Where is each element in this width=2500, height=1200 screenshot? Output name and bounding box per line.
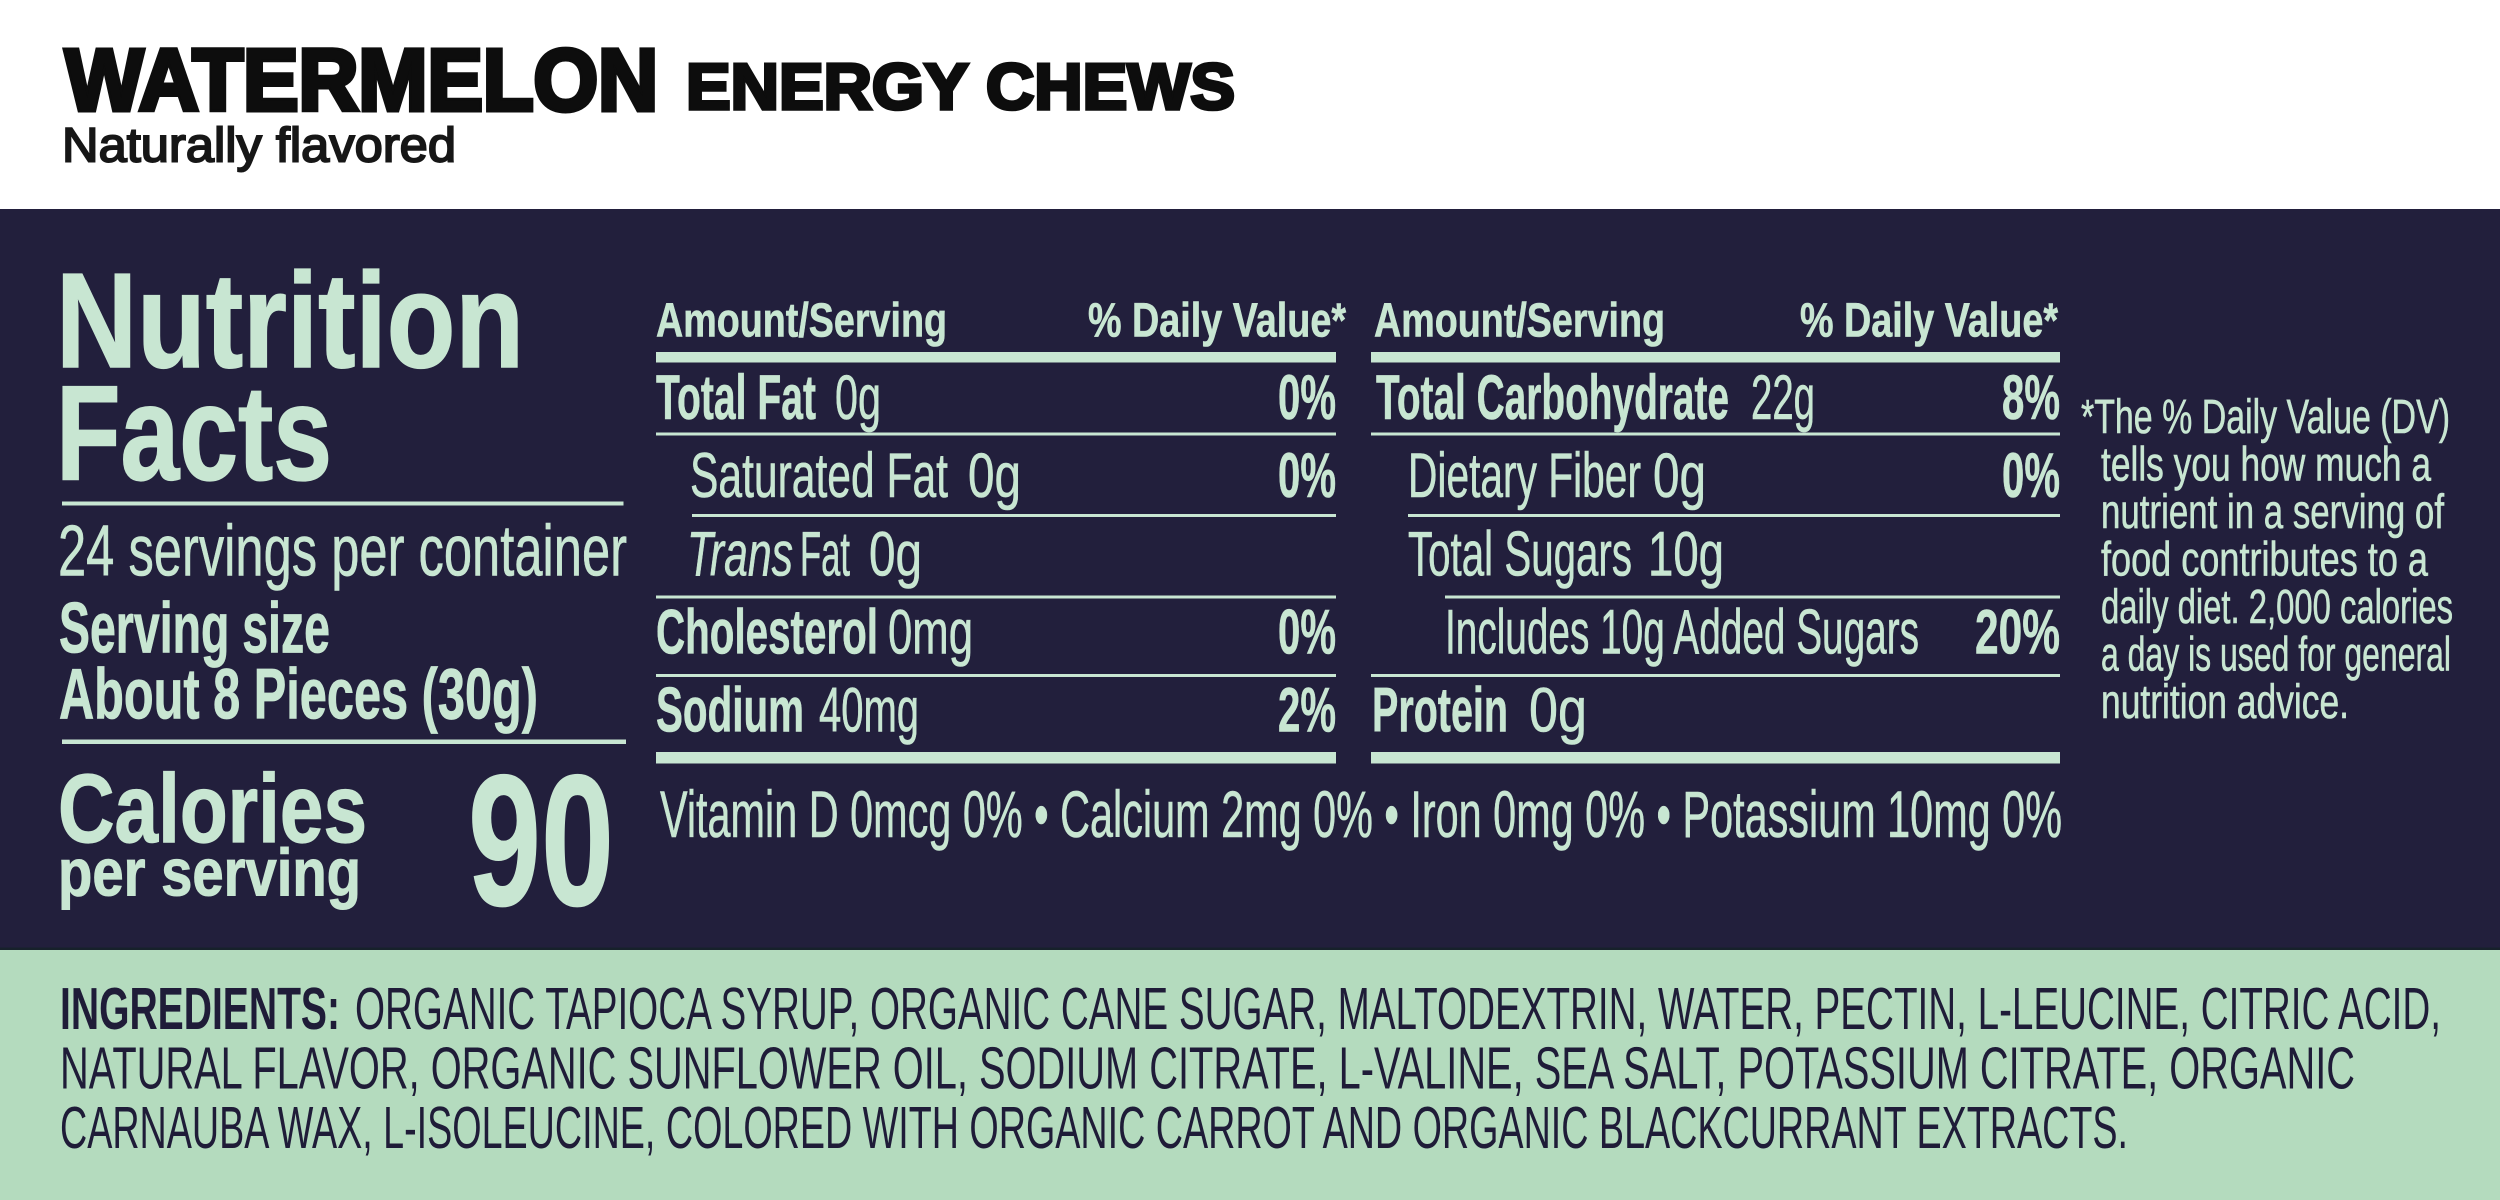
svg-text:Trans: Trans [687, 520, 793, 590]
svg-text:8%: 8% [2002, 363, 2060, 433]
svg-text:Sodium: Sodium [656, 676, 804, 746]
svg-text:0g: 0g [1529, 676, 1587, 746]
svg-text:Dietary Fiber: Dietary Fiber [1408, 441, 1641, 511]
svg-text:24 servings per container: 24 servings per container [58, 512, 627, 592]
svg-text:0%: 0% [1278, 363, 1336, 433]
svg-text:0g: 0g [968, 441, 1021, 511]
svg-text:0g: 0g [1653, 441, 1706, 511]
svg-text:20%: 20% [1975, 598, 2060, 668]
svg-text:40mg: 40mg [819, 676, 919, 746]
svg-text:Serving size: Serving size [59, 590, 330, 669]
svg-text:Calories: Calories [58, 754, 367, 863]
svg-text:Facts: Facts [56, 358, 332, 509]
svg-text:food contributes to a: food contributes to a [2101, 534, 2428, 587]
svg-text:0%: 0% [1278, 441, 1336, 511]
svg-text:INGREDIENTS:: INGREDIENTS: [60, 975, 340, 1042]
svg-text:Total Carbohydrate: Total Carbohydrate [1376, 363, 1729, 433]
svg-text:0%: 0% [1278, 598, 1336, 668]
svg-text:*The % Daily Value (DV): *The % Daily Value (DV) [2081, 391, 2450, 444]
svg-text:% Daily Value*: % Daily Value* [1800, 295, 2058, 348]
svg-text:Amount/Serving: Amount/Serving [1374, 295, 1665, 348]
svg-text:Cholesterol: Cholesterol [656, 598, 878, 668]
svg-text:Nutrition: Nutrition [56, 245, 524, 396]
svg-text:About 8 Pieces (30g): About 8 Pieces (30g) [59, 656, 538, 735]
svg-text:WATERMELON: WATERMELON [65, 32, 658, 129]
svg-text:Vitamin D 0mcg 0% • Calcium 2m: Vitamin D 0mcg 0% • Calcium 2mg 0% • Iro… [660, 777, 2062, 851]
svg-text:Amount/Serving: Amount/Serving [656, 295, 947, 348]
svg-text:nutrient in a serving of: nutrient in a serving of [2101, 486, 2444, 539]
svg-text:0%: 0% [2002, 441, 2060, 511]
svg-text:0g: 0g [869, 520, 922, 590]
svg-text:0mg: 0mg [888, 598, 973, 668]
svg-text:CARNAUBA WAX, L-ISOLEUCINE, CO: CARNAUBA WAX, L-ISOLEUCINE, COLORED WITH… [60, 1094, 2128, 1161]
svg-text:22g: 22g [1751, 363, 1815, 433]
svg-text:a day is used for general: a day is used for general [2101, 629, 2451, 682]
svg-text:90: 90 [468, 736, 614, 945]
svg-text:per serving: per serving [58, 836, 361, 911]
svg-text:Total Sugars: Total Sugars [1408, 520, 1632, 590]
svg-text:tells you how much a: tells you how much a [2101, 439, 2431, 492]
svg-text:Includes 10g Added Sugars: Includes 10g Added Sugars [1445, 598, 1919, 668]
svg-text:10g: 10g [1648, 520, 1724, 590]
svg-text:Total Fat: Total Fat [656, 363, 816, 433]
svg-text:NATURAL FLAVOR, ORGANIC SUNFLO: NATURAL FLAVOR, ORGANIC SUNFLOWER OIL, S… [60, 1035, 2355, 1102]
svg-text:daily diet. 2,000 calories: daily diet. 2,000 calories [2101, 581, 2453, 634]
svg-text:nutrition advice.: nutrition advice. [2101, 676, 2349, 729]
svg-text:ORGANIC TAPIOCA SYRUP, ORGANIC: ORGANIC TAPIOCA SYRUP, ORGANIC CANE SUGA… [355, 975, 2441, 1042]
svg-text:ENERGY CHEWS: ENERGY CHEWS [686, 51, 1235, 123]
svg-text:Saturated Fat: Saturated Fat [690, 441, 948, 511]
svg-text:Fat: Fat [800, 520, 850, 590]
svg-text:2%: 2% [1278, 676, 1336, 746]
svg-text:% Daily Value*: % Daily Value* [1088, 295, 1346, 348]
svg-text:Protein: Protein [1372, 676, 1508, 746]
svg-text:0g: 0g [835, 363, 881, 433]
svg-text:Naturally flavored: Naturally flavored [62, 120, 456, 173]
